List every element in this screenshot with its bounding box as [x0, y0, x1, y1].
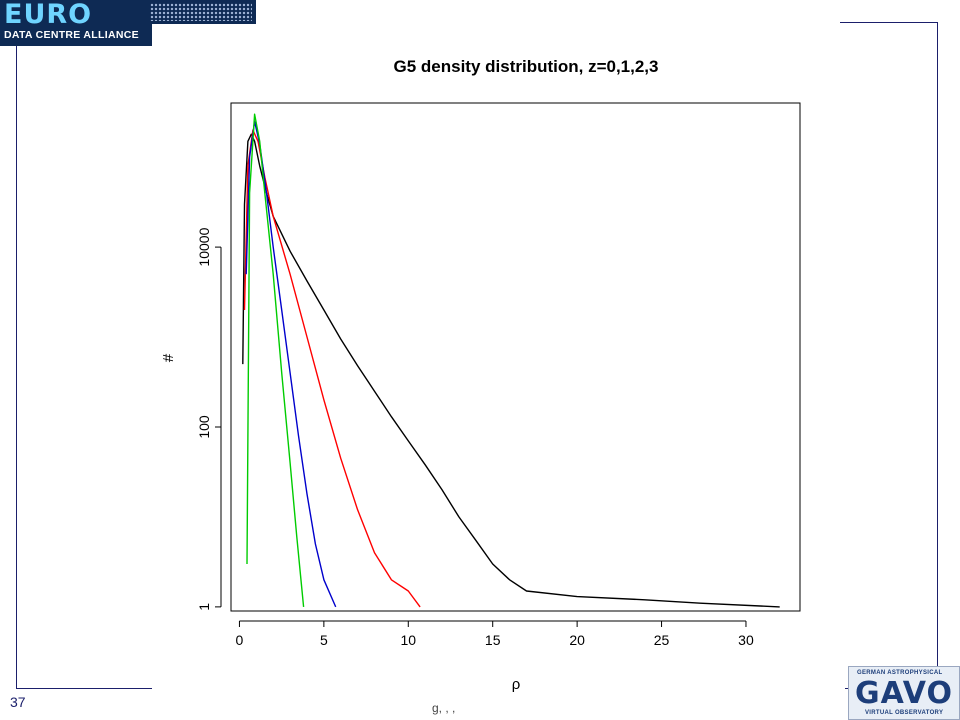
gavo-logo-top-text: GERMAN ASTROPHYSICAL	[857, 670, 943, 676]
y-axis-label: #	[160, 353, 177, 362]
y-tick-label-10000: 10000	[196, 227, 212, 266]
x-tick-label-20: 20	[569, 632, 585, 648]
slide-number: 37	[10, 694, 26, 710]
frame-line-top	[840, 22, 938, 23]
x-tick-label-10: 10	[400, 632, 416, 648]
y-axis: 1 100 10000	[196, 227, 222, 611]
x-tick-label-5: 5	[320, 632, 328, 648]
y-tick-label-1: 1	[196, 603, 212, 611]
frame-line-bottom-left	[16, 688, 152, 689]
plot-frame	[230, 102, 801, 612]
y-tick-label-100: 100	[196, 415, 212, 439]
x-tick-label-30: 30	[738, 632, 754, 648]
x-axis-label: ρ	[512, 676, 521, 693]
series-line-2	[245, 120, 337, 608]
eurovo-logo: EURO DATA CENTRE ALLIANCE	[0, 0, 256, 46]
gavo-logo-word: GAVO	[855, 676, 953, 711]
frame-line-left	[16, 46, 17, 688]
x-axis: 0 5 10 15 20 25 30	[236, 620, 754, 648]
x-tick-label-0: 0	[236, 632, 244, 648]
gavo-logo-bottom-text: VIRTUAL OBSERVATORY	[865, 710, 944, 716]
frame-line-right	[937, 22, 938, 668]
series-line-1	[243, 129, 421, 608]
chart-title: G5 density distribution, z=0,1,2,3	[394, 57, 659, 76]
series-layer	[242, 113, 780, 608]
footer-text: g, , ,	[432, 701, 456, 715]
x-tick-label-25: 25	[654, 632, 670, 648]
series-line-3	[246, 113, 305, 607]
eurovo-logo-subtitle: DATA CENTRE ALLIANCE	[0, 24, 152, 46]
gavo-logo: GERMAN ASTROPHYSICAL GAVO VIRTUAL OBSERV…	[848, 666, 960, 720]
eurovo-logo-dots	[150, 3, 252, 21]
x-tick-label-15: 15	[485, 632, 501, 648]
series-line-0	[242, 133, 780, 608]
